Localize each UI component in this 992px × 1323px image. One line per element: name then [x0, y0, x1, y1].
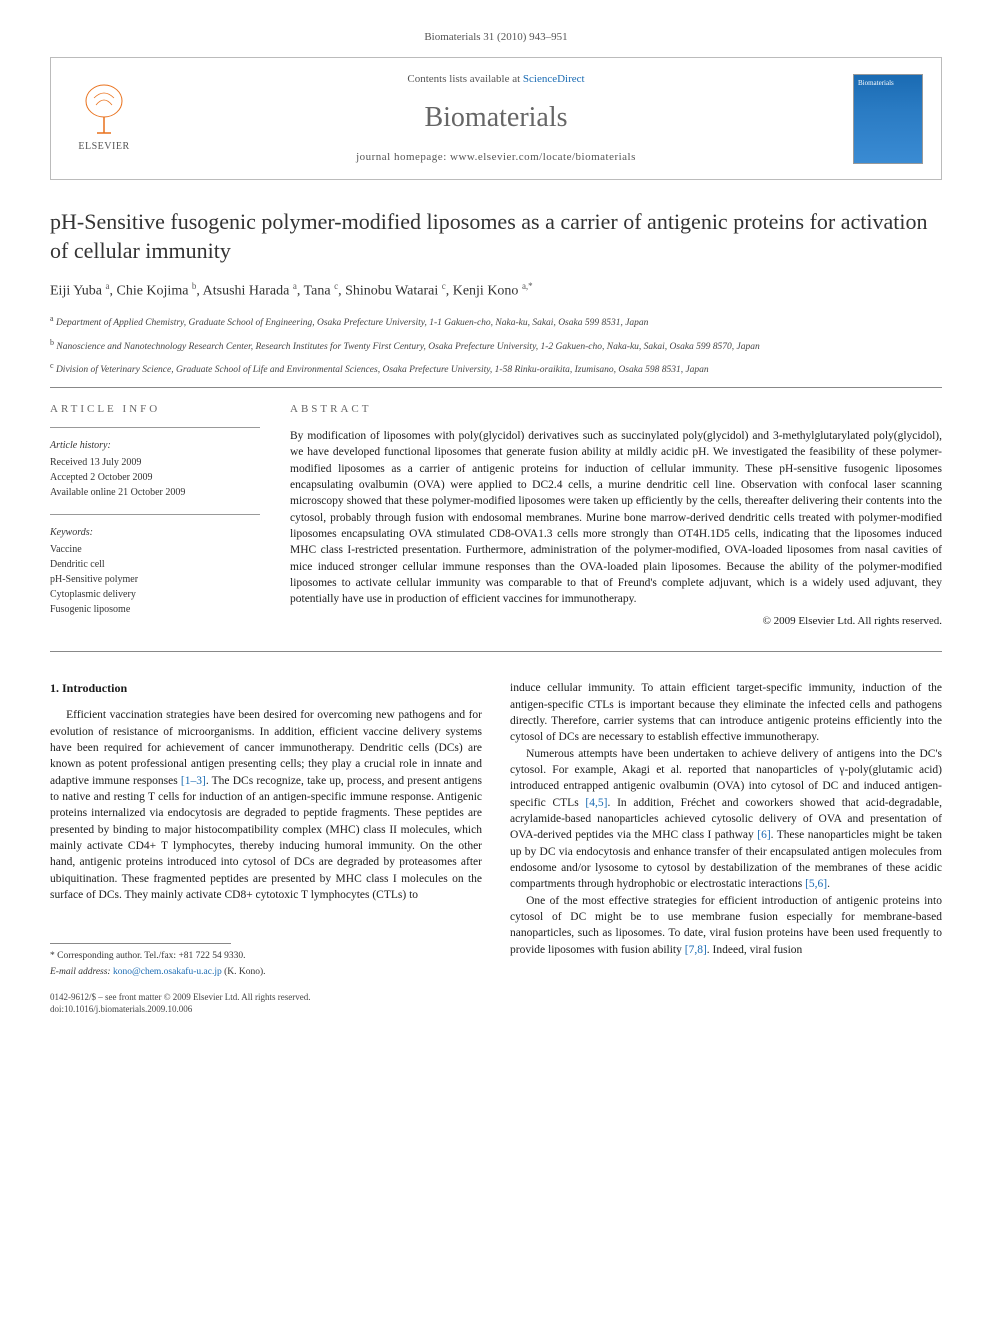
keywords-block: Keywords: VaccineDendritic cellpH-Sensit… — [50, 525, 260, 617]
body-col-left: 1. Introduction Efficient vaccination st… — [50, 680, 482, 1016]
ref-link-1-3[interactable]: [1–3] — [181, 775, 206, 787]
contents-prefix: Contents lists available at — [407, 73, 522, 85]
issn-line: 0142-9612/$ – see front matter © 2009 El… — [50, 991, 482, 1004]
keyword-0: Vaccine — [50, 542, 260, 557]
keywords-label: Keywords: — [50, 525, 260, 540]
body-columns: 1. Introduction Efficient vaccination st… — [50, 680, 942, 1016]
info-rule — [50, 427, 260, 428]
p1b: . The DCs recognize, take up, process, a… — [50, 775, 482, 901]
keyword-1: Dendritic cell — [50, 557, 260, 572]
keyword-2: pH-Sensitive polymer — [50, 572, 260, 587]
section-1-heading: 1. Introduction — [50, 680, 482, 697]
info-abstract-row: ARTICLE INFO Article history: Received 1… — [50, 402, 942, 631]
p2d: . — [827, 878, 830, 890]
affiliation-2: c Division of Veterinary Science, Gradua… — [50, 360, 942, 377]
abstract-copyright: © 2009 Elsevier Ltd. All rights reserved… — [290, 614, 942, 630]
info-rule — [50, 514, 260, 515]
article-title: pH-Sensitive fusogenic polymer-modified … — [50, 208, 942, 265]
abstract-text: By modification of liposomes with poly(g… — [290, 428, 942, 608]
citation-line: Biomaterials 31 (2010) 943–951 — [50, 30, 942, 45]
header-center: Contents lists available at ScienceDirec… — [157, 72, 835, 165]
intro-paragraph-1: Efficient vaccination strategies have be… — [50, 707, 482, 903]
corresponding-author: * Corresponding author. Tel./fax: +81 72… — [50, 950, 482, 963]
email-line: E-mail address: kono@chem.osakafu-u.ac.j… — [50, 966, 482, 979]
authors-list: Eiji Yuba a, Chie Kojima b, Atsushi Hara… — [50, 280, 942, 302]
doi-line: doi:10.1016/j.biomaterials.2009.10.006 — [50, 1003, 482, 1016]
footer-rule — [50, 943, 231, 944]
keyword-3: Cytoplasmic delivery — [50, 587, 260, 602]
homepage-url[interactable]: www.elsevier.com/locate/biomaterials — [450, 151, 636, 163]
history-line-2: Available online 21 October 2009 — [50, 485, 260, 500]
contents-line: Contents lists available at ScienceDirec… — [157, 72, 835, 87]
homepage-line: journal homepage: www.elsevier.com/locat… — [157, 150, 835, 165]
journal-header: ELSEVIER Contents lists available at Sci… — [50, 57, 942, 180]
history-label: Article history: — [50, 438, 260, 453]
history-line-1: Accepted 2 October 2009 — [50, 470, 260, 485]
separator-rule — [50, 651, 942, 652]
journal-name: Biomaterials — [157, 99, 835, 137]
elsevier-logo: ELSEVIER — [69, 79, 139, 159]
email-label: E-mail address: — [50, 967, 113, 977]
ref-link-7-8[interactable]: [7,8] — [685, 944, 707, 956]
p3b: . Indeed, viral fusion — [707, 944, 803, 956]
keyword-4: Fusogenic liposome — [50, 602, 260, 617]
publisher-name: ELSEVIER — [78, 140, 129, 154]
affiliation-1: b Nanoscience and Nanotechnology Researc… — [50, 337, 942, 354]
article-history: Article history: Received 13 July 2009Ac… — [50, 438, 260, 500]
abstract-heading: ABSTRACT — [290, 402, 942, 418]
article-info-heading: ARTICLE INFO — [50, 402, 260, 417]
history-line-0: Received 13 July 2009 — [50, 455, 260, 470]
elsevier-tree-icon — [79, 83, 129, 138]
intro-paragraph-1-cont: induce cellular immunity. To attain effi… — [510, 680, 942, 745]
abstract: ABSTRACT By modification of liposomes wi… — [290, 402, 942, 631]
journal-cover-thumb: Biomaterials — [853, 74, 923, 164]
cover-title: Biomaterials — [858, 79, 918, 88]
intro-paragraph-3: One of the most effective strategies for… — [510, 893, 942, 958]
ref-link-4-5[interactable]: [4,5] — [585, 797, 607, 809]
homepage-prefix: journal homepage: — [356, 151, 450, 163]
page-footer-left: * Corresponding author. Tel./fax: +81 72… — [50, 943, 482, 1016]
sciencedirect-link[interactable]: ScienceDirect — [523, 73, 585, 85]
ref-link-5-6[interactable]: [5,6] — [805, 878, 827, 890]
doi-block: 0142-9612/$ – see front matter © 2009 El… — [50, 991, 482, 1016]
corresponding-email[interactable]: kono@chem.osakafu-u.ac.jp — [113, 967, 222, 977]
ref-link-6[interactable]: [6] — [757, 829, 770, 841]
body-col-right: induce cellular immunity. To attain effi… — [510, 680, 942, 1016]
intro-paragraph-2: Numerous attempts have been undertaken t… — [510, 746, 942, 893]
affiliation-0: a Department of Applied Chemistry, Gradu… — [50, 313, 942, 330]
article-info: ARTICLE INFO Article history: Received 1… — [50, 402, 260, 631]
email-suffix: (K. Kono). — [222, 967, 266, 977]
separator-rule — [50, 387, 942, 388]
